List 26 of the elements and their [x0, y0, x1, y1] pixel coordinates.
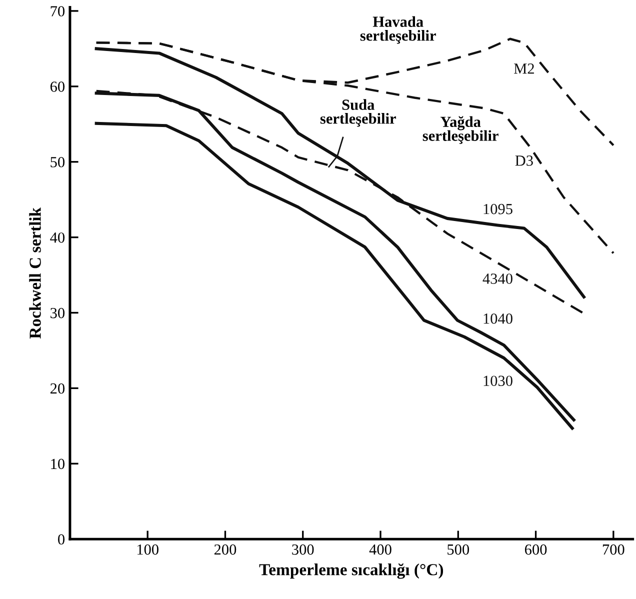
annotation: Suda sertleşebilir	[320, 99, 396, 127]
annotation: Yağda sertleşebilir	[422, 116, 498, 144]
y-tick-label: 70	[50, 6, 65, 16]
x-tick-label: 500	[448, 544, 470, 555]
y-axis-title: Rockwell C sertlik	[29, 207, 41, 339]
x-tick-label: 100	[137, 544, 158, 555]
series-label: 1030	[484, 376, 512, 386]
series-label: 4340	[482, 274, 512, 284]
x-tick-label: 700	[602, 544, 624, 555]
series-label: 1095	[484, 204, 512, 214]
y-tick-label: 30	[50, 308, 65, 318]
x-tick-label: 300	[292, 544, 314, 555]
y-tick-label: 0	[58, 534, 65, 545]
y-tick-label: 20	[50, 383, 65, 394]
x-tick-label: 600	[524, 544, 547, 555]
y-tick-label: 50	[50, 157, 65, 168]
x-tick-label: 200	[214, 544, 236, 555]
series-label: M2	[514, 64, 534, 74]
x-tick-label: 400	[369, 544, 392, 555]
annotation: Havada sertleşebilir	[360, 16, 436, 44]
series-label: 1040	[484, 313, 512, 324]
series-label: D3	[515, 156, 533, 166]
y-tick-label: 60	[50, 82, 65, 92]
y-tick-label: 40	[50, 232, 65, 243]
y-tick-label: 10	[51, 458, 65, 470]
x-axis-title: Temperleme sıcaklığı (°C)	[259, 563, 444, 579]
